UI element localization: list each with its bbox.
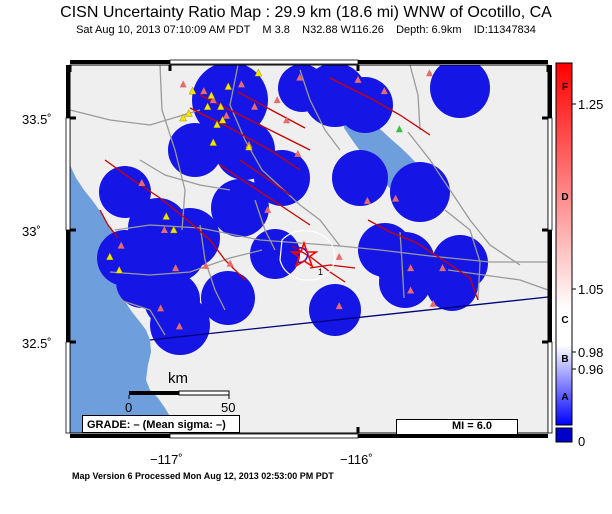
lat-tick-33: 33˚ xyxy=(22,224,41,239)
grade-legend: GRADE: – (Mean sigma: –) xyxy=(82,415,240,433)
colorbar-value-0-96: 0.96 xyxy=(578,362,604,377)
strong-motion-station-icon xyxy=(209,138,218,146)
strong-motion-station-icon xyxy=(254,68,263,77)
mi-legend-box xyxy=(396,419,518,435)
seismic-station-icon xyxy=(283,116,291,124)
strong-motion-station-icon xyxy=(106,252,114,261)
seismic-station-icon xyxy=(264,205,272,213)
strong-motion-station-icon xyxy=(169,225,178,234)
event-info: Sat Aug 10, 2013 07:10:09 AM PDT M 3.8 N… xyxy=(76,24,536,36)
seismic-station-icon xyxy=(117,241,125,249)
seismic-station-icon xyxy=(363,196,371,204)
seismic-station-icon xyxy=(296,73,304,81)
grade-c: C xyxy=(561,315,569,326)
footer-processing-info: Map Version 6 Processed Mon Aug 12, 2013… xyxy=(72,471,334,481)
seismic-station-icon xyxy=(200,87,208,95)
international-border xyxy=(149,296,548,341)
seismic-station-icon xyxy=(429,299,437,307)
seismic-station-icon xyxy=(439,264,447,272)
map-title: CISN Uncertainty Ratio Map : 29.9 km (18… xyxy=(60,4,552,21)
seismic-station-icon xyxy=(273,96,281,104)
strong-motion-station-icon xyxy=(218,115,227,124)
strong-motion-station-icon xyxy=(224,82,233,90)
seismic-station-icon xyxy=(294,149,302,157)
seismic-station-icon xyxy=(172,264,180,272)
colorbar-value-1-25: 1.25 xyxy=(578,97,604,112)
roads xyxy=(70,65,548,336)
colorbar xyxy=(555,62,576,443)
ocean xyxy=(70,65,172,433)
seismic-station-icon xyxy=(237,80,245,88)
epicenter-star-icon xyxy=(289,240,319,268)
grade-f: F xyxy=(561,82,569,93)
strong-motion-station-icon xyxy=(115,265,124,274)
seismic-station-icon xyxy=(222,111,230,119)
lat-tick-32-5: 32.5˚ xyxy=(22,336,52,351)
strong-motion-station-icon xyxy=(184,109,193,117)
grade-b: B xyxy=(561,354,569,365)
strong-motion-station-icon xyxy=(188,86,197,95)
colorbar-value-0-98: 0.98 xyxy=(578,345,604,360)
grade-d: D xyxy=(561,192,569,203)
strong-motion-station-icon xyxy=(216,102,225,111)
station-markers xyxy=(106,68,447,330)
strong-motion-station-icon xyxy=(162,212,171,220)
strong-motion-station-icon xyxy=(207,91,216,99)
seismic-station-icon xyxy=(425,69,433,77)
calibration-station-icon xyxy=(395,125,403,133)
colorbar-value-0: 0 xyxy=(578,434,586,449)
frame-bands xyxy=(65,59,553,439)
uncertainty-regions xyxy=(97,65,490,355)
seismic-station-icon xyxy=(160,226,168,233)
colorbar-value-1-05: 1.05 xyxy=(578,282,604,297)
strong-motion-station-icon xyxy=(179,113,187,122)
lon-tick-116: −116˚ xyxy=(340,452,373,467)
seismic-station-icon xyxy=(407,286,415,294)
strong-motion-station-icon xyxy=(213,120,221,128)
lat-tick-33-5: 33.5˚ xyxy=(22,112,52,127)
strong-motion-station-icon xyxy=(203,102,212,111)
seismic-station-icon xyxy=(202,261,210,269)
contour-label-red: 2 xyxy=(295,246,300,256)
seismic-station-icon xyxy=(354,75,362,83)
grade-a: A xyxy=(561,392,569,403)
contour-label: 1 xyxy=(318,267,323,277)
mi-legend-label: MI = 6.0 xyxy=(452,420,493,432)
scale-bar-start: 0 xyxy=(125,400,133,415)
seismic-station-icon xyxy=(157,304,165,312)
seismic-station-icon xyxy=(380,87,388,95)
seismic-station-icon xyxy=(335,302,343,310)
intensity-contours xyxy=(279,230,336,281)
seismic-station-icon xyxy=(335,252,343,260)
scale-bar-unit: km xyxy=(168,370,188,387)
seismic-station-icon xyxy=(175,322,183,330)
scale-bar xyxy=(128,390,230,399)
seismic-station-icon xyxy=(209,96,217,104)
strong-motion-station-icon xyxy=(245,142,253,151)
seismic-station-icon xyxy=(407,264,415,272)
scale-bar-end: 50 xyxy=(221,400,236,415)
seismic-station-icon xyxy=(392,194,400,202)
faults xyxy=(99,77,479,301)
seismic-station-icon xyxy=(251,102,259,110)
seismic-station-icon xyxy=(226,259,234,267)
seismic-station-icon xyxy=(138,178,146,186)
seismic-station-icon xyxy=(179,80,187,88)
lon-tick-117: −117˚ xyxy=(150,452,183,467)
